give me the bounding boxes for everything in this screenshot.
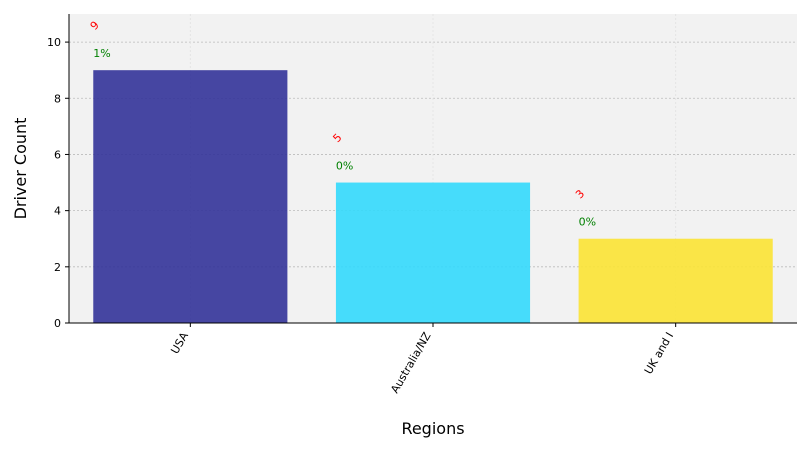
bar-percent-label: 0%: [336, 160, 353, 173]
bars: [93, 70, 773, 323]
bar-usa: [93, 70, 288, 323]
x-tick-label: Australia/NZ: [388, 330, 434, 396]
x-axis-ticks: USA Australia/NZ UK and I: [168, 323, 676, 396]
y-tick-label: 0: [54, 317, 61, 330]
bar-uk-and-i: [578, 238, 773, 323]
y-tick-label: 2: [54, 261, 61, 274]
y-tick-label: 6: [54, 148, 61, 161]
x-axis-title: Regions: [401, 419, 464, 438]
bar-percent-label: 0%: [579, 216, 596, 229]
y-tick-label: 8: [54, 92, 61, 105]
x-tick-label: UK and I: [642, 330, 676, 377]
y-axis-ticks: 0 2 4 6 8 10: [47, 36, 69, 330]
y-tick-label: 4: [54, 205, 61, 218]
bar-australia-nz: [335, 182, 531, 323]
x-tick-label: USA: [168, 330, 191, 357]
bar-percent-label: 1%: [93, 47, 110, 60]
y-tick-label: 10: [47, 36, 61, 49]
y-axis-title: Driver Count: [11, 118, 30, 220]
